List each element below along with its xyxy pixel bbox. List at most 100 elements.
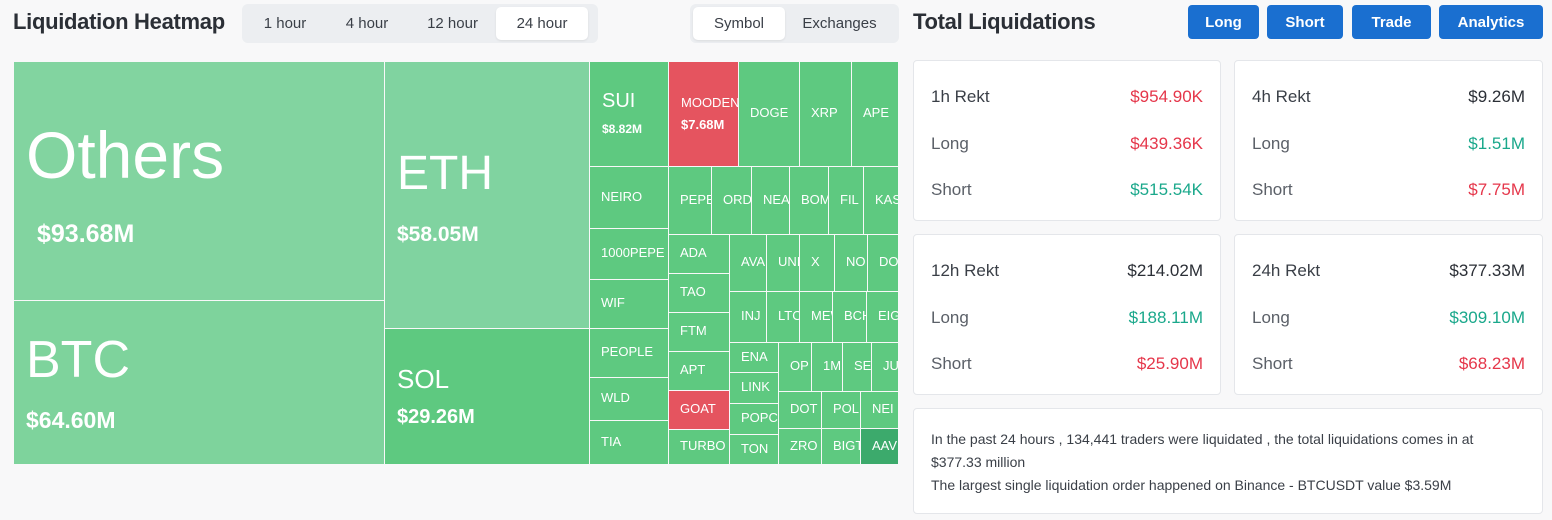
- heatmap-tile[interactable]: NEIRO: [590, 167, 668, 228]
- card-row: Short $7.75M: [1252, 180, 1525, 200]
- tile-label: DOG: [879, 254, 898, 269]
- heatmap-title: Liquidation Heatmap: [13, 9, 225, 34]
- action-button[interactable]: Analytics: [1439, 5, 1543, 39]
- heatmap-tile[interactable]: INJ: [730, 292, 766, 342]
- tile-label: 1M: [823, 358, 842, 373]
- heatmap-tile[interactable]: FTM: [669, 313, 729, 351]
- heatmap-tile[interactable]: TAO: [669, 274, 729, 312]
- tile-value: $58.05M: [397, 223, 479, 246]
- scope-tab[interactable]: Exchanges: [802, 15, 877, 32]
- row-label: Long: [1252, 134, 1290, 153]
- heatmap-tile[interactable]: SUI $8.82M: [590, 62, 668, 166]
- tile-label: DOGE: [750, 105, 789, 120]
- tile-label: OP: [790, 358, 809, 373]
- row-label: Short: [1252, 354, 1293, 373]
- tile-label: GOAT: [680, 401, 716, 416]
- tile-label: KAS: [875, 192, 898, 207]
- heatmap-tile[interactable]: BTC $64.60M: [14, 301, 384, 464]
- heatmap-tile[interactable]: X: [800, 235, 834, 291]
- heatmap-tile[interactable]: DOG: [868, 235, 898, 291]
- heatmap-tile[interactable]: AVA: [730, 235, 766, 291]
- heatmap-tile[interactable]: WIF: [590, 280, 668, 328]
- tile-label: POPCA: [741, 410, 778, 425]
- heatmap-tile[interactable]: GOAT: [669, 391, 729, 429]
- action-button[interactable]: Trade: [1352, 5, 1431, 39]
- action-button[interactable]: Short: [1267, 5, 1343, 39]
- heatmap-tile[interactable]: 1000PEPE: [590, 229, 668, 279]
- tile-label: SOL: [397, 364, 450, 394]
- heatmap-tile[interactable]: FIL: [829, 167, 863, 234]
- heatmap-tile[interactable]: SOL $29.26M: [385, 329, 589, 464]
- row-label: Long: [931, 308, 969, 327]
- heatmap-tile[interactable]: DOT: [779, 392, 821, 428]
- card-header: 1h Rekt $954.90K: [931, 87, 1203, 107]
- tile-label: EIG: [878, 308, 898, 323]
- heatmap-tile[interactable]: NEA: [752, 167, 789, 234]
- heatmap-tile[interactable]: PEPE: [669, 167, 711, 234]
- rekt-card: 1h Rekt $954.90K Long $439.36K Short $515.54K: [913, 60, 1221, 221]
- heatmap-tile[interactable]: POL: [822, 392, 860, 428]
- tile-label: NEIRO: [601, 189, 643, 204]
- tile-label: ENA: [741, 349, 768, 364]
- heatmap-tile[interactable]: EIG: [867, 292, 898, 342]
- heatmap-tile[interactable]: MOODEN $7.68M: [669, 62, 738, 166]
- tile-label: SE: [854, 358, 871, 373]
- heatmap-tile[interactable]: MEW: [800, 292, 832, 342]
- heatmap-tile[interactable]: TURBO: [669, 430, 729, 464]
- heatmap-tile[interactable]: LTC: [767, 292, 799, 342]
- heatmap-tile[interactable]: DOGE: [739, 62, 799, 166]
- heatmap-tile[interactable]: XRP: [800, 62, 851, 166]
- card-title: 24h Rekt: [1252, 261, 1321, 280]
- card-row: Long $309.10M: [1252, 308, 1525, 328]
- time-tab[interactable]: 24 hour: [496, 7, 588, 40]
- tile-label: APE: [863, 105, 890, 120]
- heatmap-tile[interactable]: BIGT: [822, 429, 860, 464]
- heatmap-tile[interactable]: LINK: [730, 373, 778, 403]
- tile-label: LTC: [778, 308, 799, 323]
- heatmap-tile[interactable]: APE: [852, 62, 898, 166]
- heatmap-tile[interactable]: PEOPLE: [590, 329, 668, 377]
- heatmap-tile[interactable]: SE: [843, 343, 871, 391]
- tile-label: PEPE: [680, 192, 711, 207]
- action-button[interactable]: Long: [1188, 5, 1259, 39]
- time-tab[interactable]: 4 hour: [345, 15, 389, 32]
- card-total: $214.02M: [1127, 261, 1203, 280]
- time-tab[interactable]: 1 hour: [263, 15, 307, 32]
- time-tab[interactable]: 12 hour: [427, 15, 478, 32]
- tile-label: INJ: [741, 308, 761, 323]
- heatmap-tile[interactable]: 1M: [812, 343, 842, 391]
- heatmap-tile[interactable]: OP: [779, 343, 811, 391]
- rekt-card: 4h Rekt $9.26M Long $1.51M Short $7.75M: [1234, 60, 1543, 221]
- tile-label: MOODEN: [681, 95, 738, 110]
- row-label: Short: [1252, 180, 1293, 199]
- heatmap-tile[interactable]: KAS: [864, 167, 898, 234]
- heatmap-tile[interactable]: UNI: [767, 235, 799, 291]
- tile-label: POL: [833, 401, 860, 416]
- heatmap-tile[interactable]: TON: [730, 435, 778, 464]
- card-row: Long $1.51M: [1252, 134, 1525, 154]
- heatmap-tile[interactable]: ADA: [669, 235, 729, 273]
- card-title: 12h Rekt: [931, 261, 1000, 280]
- tile-label: TON: [741, 441, 769, 456]
- heatmap-tile[interactable]: NEI: [861, 392, 898, 428]
- row-value: $25.90M: [1136, 354, 1203, 373]
- heatmap-tile[interactable]: POPCA: [730, 404, 778, 434]
- heatmap-tile[interactable]: NO: [835, 235, 867, 291]
- tile-label: JU: [883, 358, 898, 373]
- heatmap-tile[interactable]: BCH: [833, 292, 866, 342]
- heatmap-tile[interactable]: TIA: [590, 421, 668, 464]
- heatmap-tile[interactable]: AAV: [861, 429, 898, 464]
- heatmap-tile[interactable]: ZRO: [779, 429, 821, 464]
- heatmap-tile[interactable]: WLD: [590, 378, 668, 420]
- heatmap-tile[interactable]: ETH $58.05M: [385, 62, 589, 328]
- notice: In the past 24 hours , 134,441 traders w…: [913, 408, 1543, 514]
- scope-tab[interactable]: Symbol: [693, 7, 785, 40]
- tile-value: $8.82M: [602, 122, 643, 136]
- heatmap-tile[interactable]: ORD: [712, 167, 751, 234]
- tile-label: BCH: [844, 308, 866, 323]
- heatmap-tile[interactable]: APT: [669, 352, 729, 390]
- heatmap-tile[interactable]: Others $93.68M: [14, 62, 384, 300]
- heatmap-tile[interactable]: BOM: [790, 167, 828, 234]
- heatmap-tile[interactable]: ENA: [730, 343, 778, 372]
- heatmap-tile[interactable]: JU: [872, 343, 898, 391]
